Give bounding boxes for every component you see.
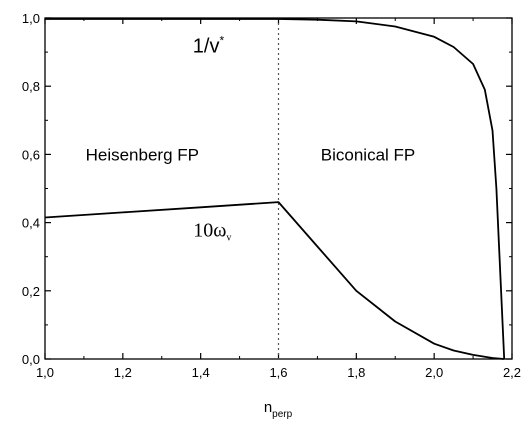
curve-labels: 1/v* 10ωv	[193, 33, 232, 243]
axis-ticks: 1,0 1,2 1,4 1,6 1,8 2,0 2,2 0,0 0,2 0,4 0,6 0,8 1,0	[22, 11, 521, 380]
x-tick-label: 1,8	[347, 365, 365, 380]
inverse-nu-label: 1/v*	[193, 33, 225, 57]
x-tick-label: 1,6	[269, 365, 287, 380]
heisenberg-region-label: Heisenberg FP	[86, 145, 199, 164]
x-axis-label: nperp	[264, 399, 293, 420]
omega-nu-curve	[44, 201, 505, 360]
y-tick-label: 0,6	[22, 147, 40, 162]
x-tick-label: 1,0	[36, 365, 54, 380]
biconical-region-label: Biconical FP	[321, 145, 415, 164]
inverse-nu-curve	[45, 18, 506, 360]
y-tick-label: 0,8	[22, 79, 40, 94]
x-tick-label: 2,0	[425, 365, 443, 380]
omega-nu-label: 10ωv	[193, 219, 231, 243]
x-tick-label: 2,2	[503, 365, 521, 380]
data-curves	[44, 18, 506, 360]
y-tick-label: 0,0	[22, 352, 40, 367]
y-tick-label: 0,2	[22, 284, 40, 299]
region-labels: Heisenberg FP Biconical FP	[86, 145, 416, 164]
x-tick-label: 1,4	[192, 365, 210, 380]
y-tick-label: 0,4	[22, 216, 40, 231]
x-tick-label: 1,2	[114, 365, 132, 380]
y-tick-label: 1,0	[22, 11, 40, 26]
